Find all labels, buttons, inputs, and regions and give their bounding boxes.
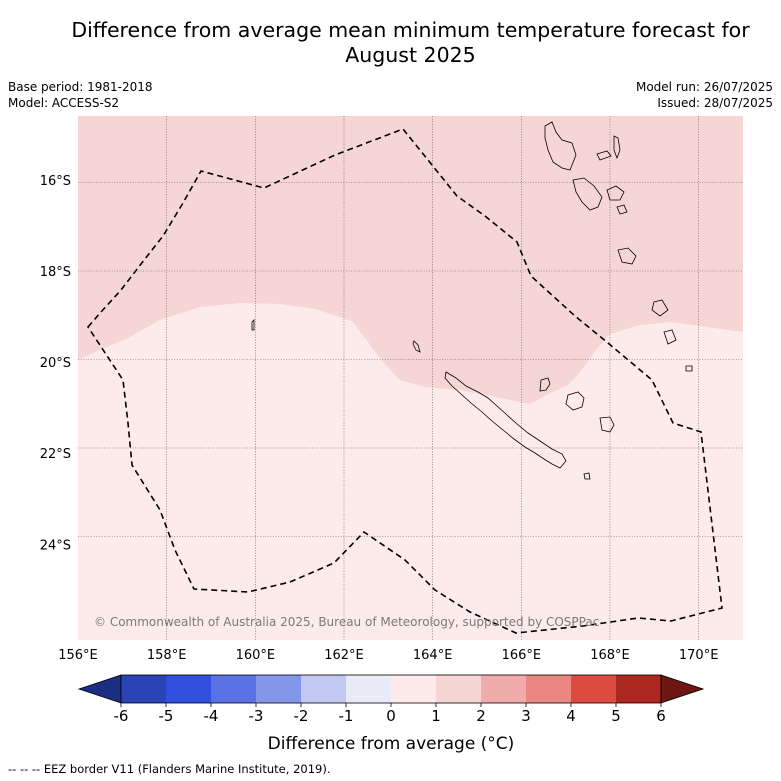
region-1-to-2 <box>78 116 743 404</box>
map-area: © Commonwealth of Australia 2025, Bureau… <box>78 116 743 640</box>
colorbar-segment <box>391 675 437 703</box>
vanuatu-pentecost <box>606 185 625 201</box>
colorbar-segment <box>256 675 302 703</box>
loyalty-islands-lifou <box>565 391 585 411</box>
colorbar-tick-label: 5 <box>611 707 621 725</box>
colorbar-extend-low <box>77 674 122 704</box>
latitude-label: 18°S <box>40 265 71 280</box>
colorbar-segment <box>571 675 617 703</box>
map-title-line1: Difference from average mean minimum tem… <box>71 18 750 42</box>
longitude-label: 160°E <box>236 648 276 663</box>
colorbar-tick-label: -4 <box>204 707 219 725</box>
vanuatu-malekula <box>572 177 603 211</box>
longitude-labels: 156°E 158°E 160°E 162°E 164°E 166°E 168°E 170°E <box>58 648 718 663</box>
longitude-label: 168°E <box>590 648 630 663</box>
meta-left: Base period: 1981-2018 Model: ACCESS-S2 <box>8 79 153 111</box>
model-run: Model run: 26/07/2025 <box>635 80 773 94</box>
colorbar-tick-label: 6 <box>656 707 666 725</box>
colorbar-tick-label: -2 <box>294 707 309 725</box>
colorbar-tick-label: -3 <box>249 707 264 725</box>
longitude-label: 156°E <box>58 648 98 663</box>
latitude-label: 16°S <box>40 174 71 189</box>
colorbar-segment <box>211 675 257 703</box>
vanuatu-erromango <box>651 299 669 317</box>
loyalty-islands-mare <box>599 416 615 433</box>
colorbar-segment <box>481 675 527 703</box>
colorbar-tick-label: 3 <box>521 707 531 725</box>
colorbar-tick-label: 4 <box>566 707 576 725</box>
longitude-label: 166°E <box>502 648 542 663</box>
model-name: Model: ACCESS-S2 <box>8 96 120 110</box>
vanuatu-tanna <box>663 329 677 345</box>
longitude-label: 158°E <box>147 648 187 663</box>
colorbar-segment <box>121 675 167 703</box>
footer-note: -- -- -- EEZ border V11 (Flanders Marine… <box>8 762 331 776</box>
latitude-label: 24°S <box>40 538 71 553</box>
vanuatu-epi <box>616 204 628 215</box>
gridlines <box>78 116 743 640</box>
latitude-labels: 16°S 18°S 20°S 22°S 24°S <box>40 174 71 554</box>
vanuatu-aneityum <box>685 365 693 372</box>
credit-text: © Commonwealth of Australia 2025, Bureau… <box>94 615 599 629</box>
colorbar-title: Difference from average (°C) <box>268 734 515 754</box>
longitude-label: 164°E <box>413 648 453 663</box>
new-caledonia-outline <box>444 371 567 469</box>
eez-border <box>86 128 723 634</box>
colorbar-tick-label: 2 <box>476 707 486 725</box>
isle-of-pines <box>583 472 591 480</box>
colorbar-tick-label: -5 <box>159 707 174 725</box>
coastlines <box>251 121 693 480</box>
base-period: Base period: 1981-2018 <box>8 80 153 94</box>
colorbar-segment <box>301 675 347 703</box>
vanuatu-espiritu-santo <box>544 121 577 171</box>
map-title-line2: August 2025 <box>345 43 476 67</box>
colorbar-segment <box>616 675 662 703</box>
meta-right: Model run: 26/07/2025 Issued: 28/07/2025 <box>636 79 773 111</box>
colorbar-segment <box>526 675 572 703</box>
colorbar-tick-label: 0 <box>386 707 396 725</box>
colorbar-tick-label: -6 <box>114 707 129 725</box>
map-title: Difference from average mean minimum tem… <box>40 18 781 68</box>
chesterfield-islands <box>251 319 255 331</box>
colorbar: -6 -5 -4 -3 -2 -1 0 1 2 3 4 5 6 <box>77 674 705 725</box>
colorbar-segment <box>166 675 212 703</box>
belep-islands-outline <box>412 340 421 353</box>
loyalty-islands-ouvea <box>539 377 551 392</box>
latitude-label: 20°S <box>40 356 71 371</box>
longitude-label: 170°E <box>679 648 719 663</box>
latitude-label: 22°S <box>40 447 71 462</box>
colorbar-extend-high <box>660 674 705 704</box>
colorbar-tick-label: 1 <box>431 707 441 725</box>
longitude-label: 162°E <box>324 648 364 663</box>
issued-date: Issued: 28/07/2025 <box>657 96 773 110</box>
colorbar-tick-label: -1 <box>339 707 354 725</box>
vanuatu-ambae <box>596 150 612 161</box>
colorbar-segment <box>346 675 392 703</box>
vanuatu-maewo <box>613 135 621 160</box>
colorbar-segment <box>436 675 482 703</box>
vanuatu-efate <box>617 247 637 265</box>
